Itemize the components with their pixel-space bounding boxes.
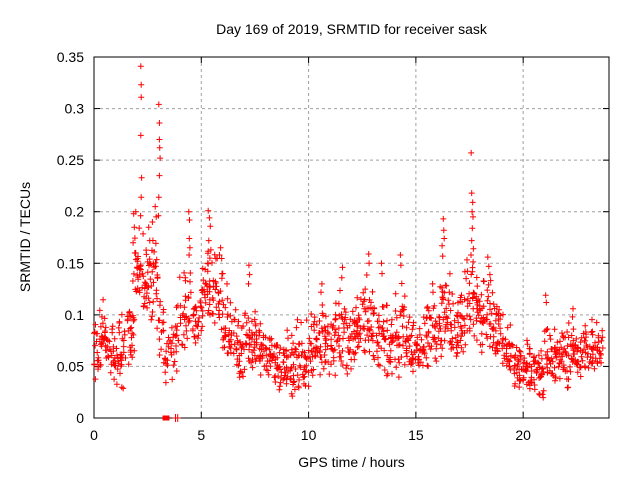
y-axis-title: SRMTID / TECUs [17, 181, 33, 293]
y-tick-label: 0.15 [57, 255, 84, 271]
y-tick-label: 0.1 [65, 307, 85, 323]
x-tick-label: 20 [515, 427, 531, 443]
y-tick-label: 0 [76, 410, 84, 426]
x-tick-label: 0 [90, 427, 98, 443]
y-tick-label: 0.05 [57, 358, 84, 374]
x-tick-label: 15 [408, 427, 424, 443]
x-tick-label: 5 [197, 427, 205, 443]
data-points [91, 63, 606, 401]
x-tick-label: 10 [301, 427, 317, 443]
zero-plus-markers [172, 414, 181, 422]
chart-title: Day 169 of 2019, SRMTID for receiver sas… [216, 21, 487, 37]
y-tick-label: 0.25 [57, 152, 84, 168]
x-axis-title: GPS time / hours [298, 454, 405, 470]
y-tick-label: 0.2 [65, 204, 85, 220]
plot-border [93, 56, 610, 419]
y-tick-label: 0.35 [57, 49, 84, 65]
y-tick-label: 0.3 [65, 101, 85, 117]
zero-square-marker [164, 415, 170, 421]
